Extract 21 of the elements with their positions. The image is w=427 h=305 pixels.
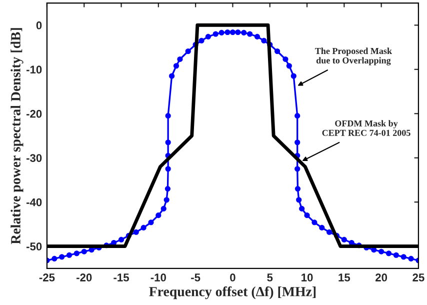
x-axis-title: Frequency offset (Δf) [MHz] bbox=[149, 286, 316, 300]
annotation: The Proposed Mask due to Overlapping bbox=[315, 48, 392, 66]
annotation: OFDM Mask by CEPT REC 74-01 2005 bbox=[322, 120, 410, 136]
y-tick-label: 0 bbox=[36, 21, 42, 30]
x-tick-label: 25 bbox=[412, 274, 424, 282]
y-tick-label: -40 bbox=[26, 198, 42, 206]
x-tick-label: 20 bbox=[376, 274, 388, 282]
y-axis-title: Relative power spectral Density [dB] bbox=[10, 28, 24, 244]
x-tick-label: -15 bbox=[114, 274, 129, 282]
x-tick-label: 0 bbox=[230, 274, 236, 282]
y-tick-label: -30 bbox=[26, 154, 42, 162]
y-tick-label: -50 bbox=[26, 242, 42, 250]
y-tick-label: -10 bbox=[26, 66, 42, 74]
x-tick-label: -25 bbox=[39, 274, 55, 282]
x-tick-label: 5 bbox=[267, 274, 273, 282]
x-tick-label: 10 bbox=[302, 274, 313, 282]
y-tick-label: -20 bbox=[26, 110, 42, 118]
x-tick-label: -20 bbox=[76, 274, 92, 282]
x-tick-label: -10 bbox=[150, 274, 166, 282]
x-tick-label: -5 bbox=[191, 274, 200, 282]
x-tick-label: 15 bbox=[338, 274, 350, 282]
